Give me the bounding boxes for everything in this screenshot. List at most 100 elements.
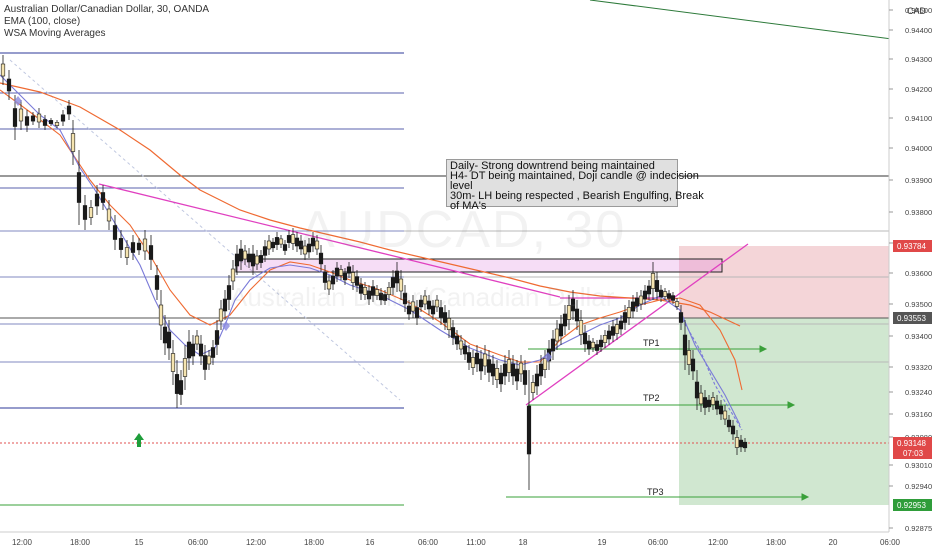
diagonal-dashed-line <box>9 59 401 401</box>
candle <box>690 350 696 380</box>
candle <box>306 238 312 258</box>
candle <box>302 240 308 260</box>
candle <box>614 318 620 340</box>
note-line-2: H4- DT being maintained, Doji candle @ i… <box>450 170 699 182</box>
candle <box>330 270 336 290</box>
tp2-label: TP2 <box>643 393 660 403</box>
indicator-legend: Australian Dollar/Canadian Dollar, 30, O… <box>4 4 209 40</box>
candle <box>458 335 464 355</box>
candle <box>350 265 356 290</box>
candle <box>76 150 82 225</box>
price-tick: 0.94300 <box>905 55 932 64</box>
candle <box>706 395 712 412</box>
candle <box>434 295 440 312</box>
candle <box>378 288 384 305</box>
candle <box>490 355 496 385</box>
candle <box>158 290 164 340</box>
candle <box>610 320 616 342</box>
ascending-trendline[interactable] <box>525 243 749 406</box>
candle <box>112 215 118 250</box>
candle <box>662 288 668 300</box>
candle <box>162 315 168 355</box>
wsa-legend[interactable]: WSA Moving Averages <box>4 28 106 39</box>
candle <box>118 230 124 258</box>
candle <box>366 285 372 305</box>
candle <box>24 110 30 132</box>
watermark-name: Australian Dollar/Canadian Dollar <box>230 282 615 312</box>
candle <box>534 365 540 395</box>
analysis-note[interactable]: Daily- Strong downtrend being maintained… <box>446 159 704 212</box>
candle <box>678 305 684 330</box>
candle <box>82 195 88 230</box>
candle <box>550 330 556 360</box>
candle <box>518 355 524 382</box>
candle <box>258 250 264 268</box>
candle <box>342 268 348 285</box>
candle <box>478 350 484 380</box>
candle <box>226 275 232 310</box>
candle <box>406 300 412 320</box>
candle <box>426 295 432 315</box>
resistance-box[interactable] <box>235 258 723 273</box>
candle <box>466 345 472 370</box>
candle <box>730 420 736 440</box>
candle <box>136 238 142 255</box>
candle <box>130 235 136 260</box>
candle <box>214 320 220 355</box>
candle <box>382 290 388 305</box>
candle <box>514 360 520 390</box>
candle <box>718 400 724 420</box>
candle <box>30 112 36 125</box>
ema-legend[interactable]: EMA (100, close) <box>4 16 81 27</box>
stop-price-text: 0.93784 <box>897 242 926 251</box>
candle <box>354 270 360 292</box>
candle <box>454 330 460 350</box>
note-line-4: 30m- LH being respected , Bearish Engulf… <box>450 190 704 202</box>
time-tick: 15 <box>135 538 144 547</box>
candle <box>510 355 516 385</box>
candle <box>254 250 260 270</box>
descending-trendline[interactable] <box>98 183 411 261</box>
candle <box>100 185 106 210</box>
candle <box>322 265 328 290</box>
stop-price-tag <box>893 240 932 252</box>
candle <box>278 235 284 248</box>
candle <box>6 70 12 100</box>
candle <box>422 290 428 310</box>
candle <box>446 310 452 338</box>
candle <box>602 330 608 348</box>
candle <box>554 320 560 350</box>
candle <box>642 285 648 305</box>
time-tick: 20 <box>829 538 838 547</box>
candle <box>262 240 268 262</box>
price-tick: 0.93600 <box>905 269 932 278</box>
candle <box>578 310 584 345</box>
price-tick: 0.93320 <box>905 363 932 372</box>
note-line-1: Daily- Strong downtrend being maintained <box>450 160 655 172</box>
candlestick-series[interactable] <box>0 55 748 490</box>
candle <box>66 100 72 120</box>
candle <box>334 262 340 282</box>
candle <box>36 108 42 128</box>
candle <box>338 265 344 280</box>
candle <box>42 115 48 130</box>
time-axis[interactable] <box>0 532 932 550</box>
candle <box>222 290 228 320</box>
candle <box>238 240 244 270</box>
time-tick: 12:00 <box>708 538 729 547</box>
time-tick: 12:00 <box>246 538 267 547</box>
candle <box>502 355 508 385</box>
candle <box>282 240 288 255</box>
candle <box>594 340 600 355</box>
candle <box>606 325 612 345</box>
price-tick: 0.92875 <box>905 524 932 533</box>
symbol-title[interactable]: Australian Dollar/Canadian Dollar, 30, O… <box>4 4 210 15</box>
candle <box>462 340 468 360</box>
candle <box>170 340 176 385</box>
candle <box>310 232 316 252</box>
descending-trendline-2[interactable] <box>409 259 561 298</box>
candle <box>734 430 740 455</box>
candle <box>402 285 408 312</box>
price-tick: 0.93500 <box>905 300 932 309</box>
